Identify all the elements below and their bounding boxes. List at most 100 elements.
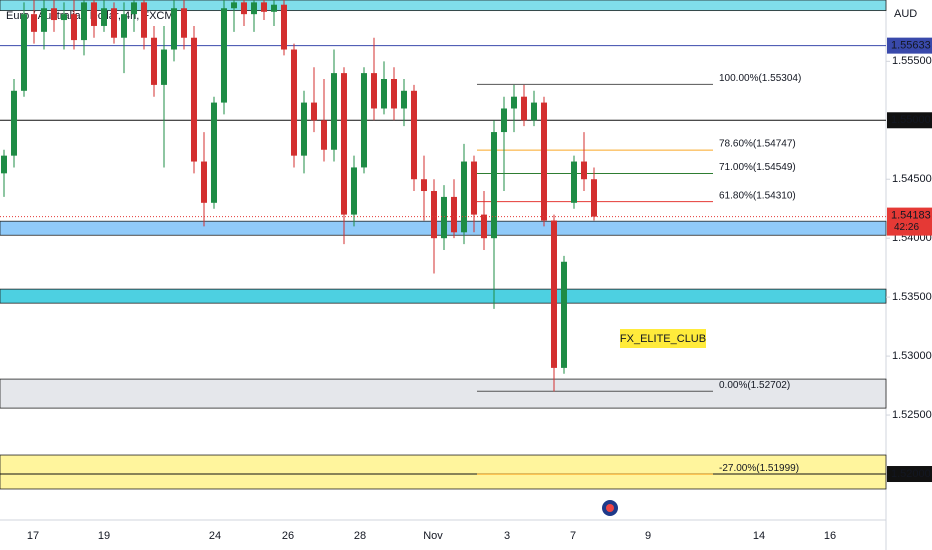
candle-body (31, 14, 37, 32)
candle-body (571, 161, 577, 203)
candle-body (191, 37, 197, 162)
candle-body (171, 8, 177, 50)
price-tag-label: 1.52000 (891, 468, 931, 480)
candle-body (341, 73, 347, 215)
candle-body (251, 2, 257, 15)
y-tick-label: 1.53500 (892, 291, 932, 303)
candle-body (551, 220, 557, 368)
candle-body (21, 14, 27, 91)
candle-body (111, 8, 117, 38)
fib-label: -27.00%(1.51999) (719, 463, 799, 474)
x-tick-label: 19 (98, 530, 110, 542)
price-tag (887, 37, 932, 54)
candle-body (541, 102, 547, 221)
candle-body (361, 73, 367, 168)
zone (0, 454, 887, 490)
candle-body (201, 161, 207, 203)
candle-body (351, 167, 357, 215)
candle-body (221, 8, 227, 103)
candle-body (461, 161, 467, 233)
candle-body (231, 2, 237, 9)
candle-body (11, 90, 17, 156)
candle-body (101, 8, 107, 26)
price-tag-label: 1.55000 (891, 114, 931, 126)
candle-body (241, 2, 247, 15)
candle-body (401, 90, 407, 109)
last-price-tag (887, 207, 932, 236)
candle-body (531, 102, 537, 121)
candle-body (161, 49, 167, 85)
last-price-label: 1.54183 (891, 210, 931, 222)
price-tag-label: 1.55633 (891, 40, 931, 52)
y-tick-label: 1.54500 (892, 173, 932, 185)
price-tag (887, 112, 932, 129)
candle-body (141, 2, 147, 38)
candle-body (301, 102, 307, 156)
candle-body (121, 14, 127, 38)
currency: AUD (894, 8, 917, 20)
candle-body (501, 108, 507, 133)
candle-body (381, 79, 387, 109)
x-tick-label: 9 (645, 530, 651, 542)
candle-body (51, 8, 57, 21)
price-tag (887, 466, 932, 483)
candle-body (591, 179, 597, 217)
countdown: 42:26 (894, 222, 919, 233)
fib-label: 0.00%(1.52702) (719, 380, 790, 391)
x-tick-label: 24 (209, 530, 221, 542)
candle-body (471, 161, 477, 215)
x-tick-label: 17 (27, 530, 39, 542)
candle-body (391, 79, 397, 109)
x-tick-label: 7 (570, 530, 576, 542)
fib-label: 78.60%(1.54747) (719, 139, 796, 150)
x-tick-label: 14 (753, 530, 765, 542)
candle-body (271, 4, 277, 12)
candle-body (321, 120, 327, 150)
candle-body (331, 73, 337, 150)
candle-body (311, 102, 317, 121)
candle-body (561, 261, 567, 368)
candle-body (151, 37, 157, 85)
candle-body (211, 102, 217, 203)
y-tick-label: 1.52500 (892, 409, 932, 421)
candle-body (511, 96, 517, 109)
zone (0, 378, 887, 409)
candle-body (491, 132, 497, 239)
fib-label: 100.00%(1.55304) (719, 73, 801, 84)
candle-body (261, 2, 267, 12)
candle-body (91, 2, 97, 26)
candle-body (451, 196, 457, 233)
candle-body (441, 196, 447, 239)
event-icon-dot (606, 504, 614, 512)
candle-body (581, 161, 587, 180)
candle-body (281, 4, 287, 50)
candle-body (1, 155, 7, 174)
candle-body (131, 2, 137, 15)
candle-body (411, 90, 417, 180)
candle-body (61, 14, 67, 21)
y-tick-label: 1.55500 (892, 55, 932, 67)
x-tick-label: Nov (423, 530, 443, 542)
x-tick-label: 28 (354, 530, 366, 542)
annotation-box (620, 329, 706, 348)
candle-body (521, 96, 527, 121)
fib-label: 71.00%(1.54549) (719, 162, 796, 173)
candle-body (41, 8, 47, 32)
x-tick-label: 26 (282, 530, 294, 542)
fib-label: 61.80%(1.54310) (719, 190, 796, 201)
candle-body (371, 73, 377, 109)
x-tick-label: 16 (824, 530, 836, 542)
candle-body (481, 214, 487, 239)
zone (0, 0, 887, 12)
zone (0, 288, 887, 304)
candle-body (71, 14, 77, 41)
annotation: FX_ELITE_CLUB (620, 333, 706, 345)
candle-body (421, 179, 427, 192)
candle-body (431, 191, 437, 239)
x-tick-label: 3 (504, 530, 510, 542)
candle-body (291, 49, 297, 156)
candle-body (81, 2, 87, 41)
candle-body (181, 8, 187, 38)
y-tick-label: 1.53000 (892, 350, 932, 362)
